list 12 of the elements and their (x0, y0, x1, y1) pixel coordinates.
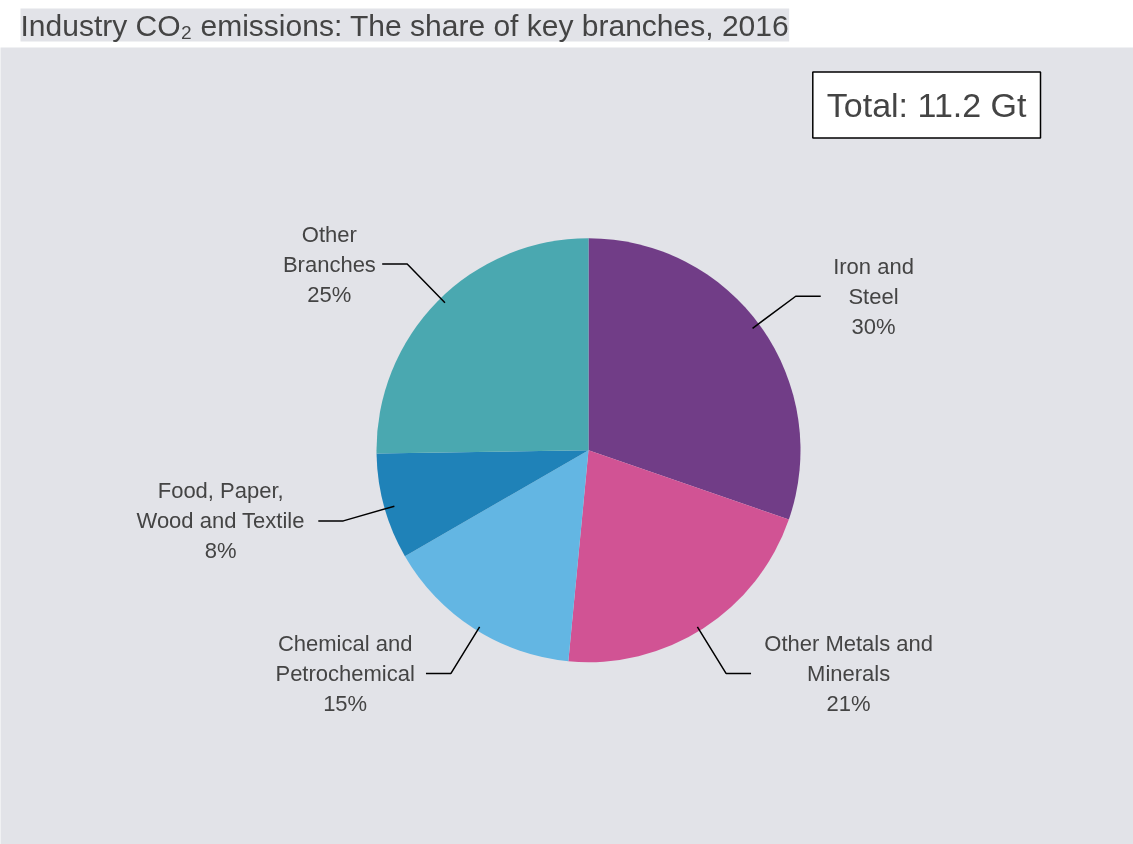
slice-label: Other Branches (282, 221, 376, 277)
data-label: 21% (826, 690, 871, 716)
data-label: 25% (307, 281, 352, 307)
text: Total: 11.2 Gt (826, 85, 1028, 124)
data-label: 8% (204, 538, 237, 564)
slice-label: Chemical and Petrochemical (275, 630, 415, 686)
slice-label: Iron and Steel (833, 253, 914, 309)
data-label: 15% (323, 690, 368, 716)
slice-label: Food, Paper, Wood and Textile (136, 478, 305, 534)
slice-label: Other Metals and Minerals (764, 630, 934, 686)
chart-title: Industry CO₂ emissions: The share of key branches, 2016 (20, 8, 789, 42)
data-label: 30% (851, 313, 896, 339)
